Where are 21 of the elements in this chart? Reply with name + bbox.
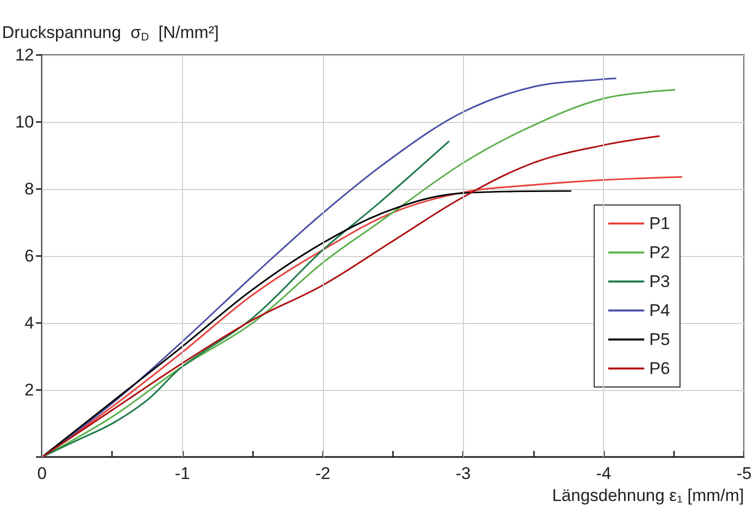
y-tick-label: 8 [24, 180, 34, 198]
y-tick-label: 4 [24, 314, 34, 332]
legend-label: P1 [649, 214, 670, 233]
legend-label: P5 [649, 330, 670, 349]
x-axis-title: Längsdehnung ε₁ [mm/m] [552, 486, 744, 505]
x-tick-label: 0 [37, 464, 47, 483]
x-tick-label: -1 [174, 464, 190, 483]
y-tick-label: 12 [15, 46, 34, 64]
line-series [41, 140, 450, 458]
legend-label: P3 [649, 272, 670, 291]
legend-label: P6 [649, 359, 670, 378]
x-tick-label: -3 [456, 464, 471, 483]
y-tick-label: 10 [15, 112, 34, 132]
x-tick-label: -5 [736, 464, 752, 483]
x-tick-label: -2 [315, 464, 330, 483]
y-tick-label: 2 [24, 380, 34, 400]
legend-label: P2 [649, 243, 670, 262]
line-series [41, 190, 572, 458]
y-tick-label: 6 [24, 246, 34, 266]
legend-label: P4 [649, 301, 670, 320]
x-tick-label: -4 [596, 464, 612, 483]
